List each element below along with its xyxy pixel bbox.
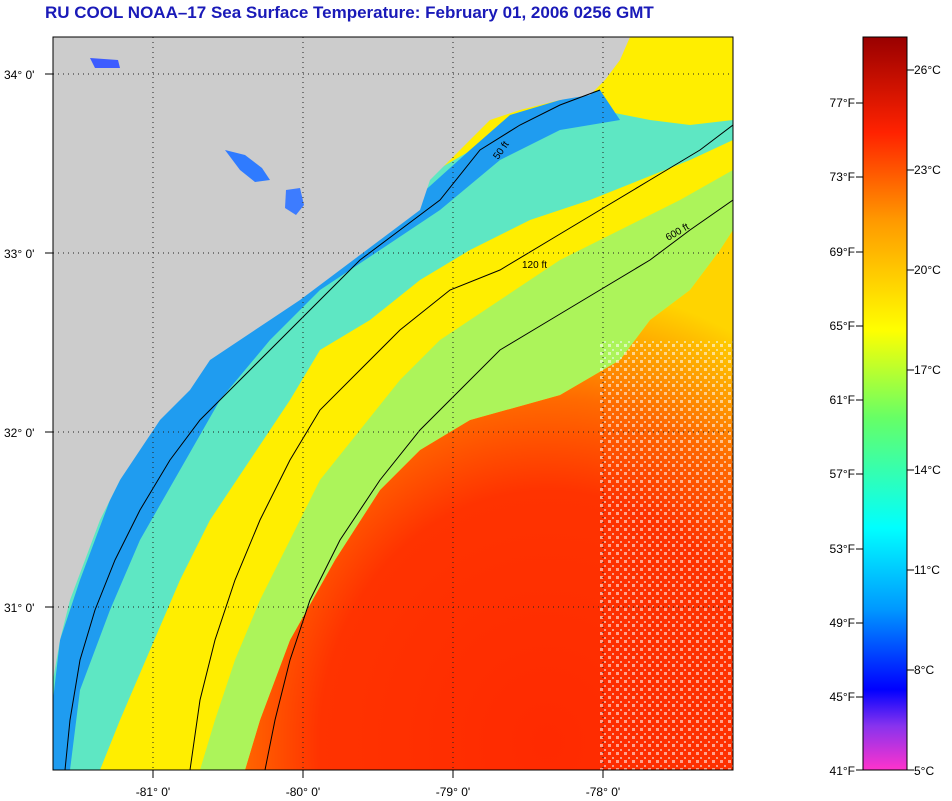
f-label-77: 77°F bbox=[830, 96, 855, 110]
land-mass bbox=[53, 37, 630, 680]
mid-shelf-green bbox=[200, 170, 733, 770]
lat-label-32: 32° 0' bbox=[4, 426, 34, 440]
latitude-labels: 34° 0' 33° 0' 32° 0' 31° 0' bbox=[4, 68, 34, 615]
lat-label-33: 33° 0' bbox=[4, 247, 34, 261]
lat-label-31: 31° 0' bbox=[4, 601, 34, 615]
lon-label-81: -81° 0' bbox=[136, 785, 170, 799]
inland-lake-2 bbox=[285, 188, 304, 215]
map-plot: 50 ft 120 ft 600 ft bbox=[53, 37, 733, 770]
f-label-57: 57°F bbox=[830, 467, 855, 481]
depth-contours bbox=[64, 89, 733, 770]
page-title: RU COOL NOAA–17 Sea Surface Temperature:… bbox=[45, 3, 654, 22]
map-ticks bbox=[45, 73, 604, 778]
f-label-49: 49°F bbox=[830, 616, 855, 630]
c-label-20: 20°C bbox=[914, 263, 941, 277]
graticule bbox=[53, 37, 733, 770]
contour-label-120ft: 120 ft bbox=[522, 260, 547, 271]
lat-label-34: 34° 0' bbox=[4, 68, 34, 82]
contour-600ft-line bbox=[264, 199, 733, 770]
f-label-45: 45°F bbox=[830, 690, 855, 704]
inland-lake-3 bbox=[90, 58, 120, 68]
longitude-labels: -81° 0' -80° 0' -79° 0' -78° 0' bbox=[136, 785, 620, 799]
c-label-8: 8°C bbox=[914, 663, 934, 677]
c-label-17: 17°C bbox=[914, 363, 941, 377]
celsius-labels: 26°C 23°C 20°C 17°C 14°C 11°C 8°C 5°C bbox=[914, 63, 941, 778]
f-label-53: 53°F bbox=[830, 542, 855, 556]
f-label-73: 73°F bbox=[830, 170, 855, 184]
c-label-14: 14°C bbox=[914, 463, 941, 477]
contour-120ft-line bbox=[189, 124, 733, 770]
c-label-26: 26°C bbox=[914, 63, 941, 77]
colorbar: 77°F 73°F 69°F 65°F 61°F 57°F 53°F 49°F … bbox=[830, 36, 941, 778]
map-frame bbox=[52, 36, 734, 771]
lon-label-79: -79° 0' bbox=[436, 785, 470, 799]
fahrenheit-labels: 77°F 73°F 69°F 65°F 61°F 57°F 53°F 49°F … bbox=[830, 96, 855, 778]
colorbar-ticks bbox=[856, 69, 914, 771]
f-label-41: 41°F bbox=[830, 764, 855, 778]
cloud-speckle-region bbox=[600, 340, 733, 770]
c-label-23: 23°C bbox=[914, 163, 941, 177]
contour-50ft-line bbox=[64, 89, 601, 770]
f-label-61: 61°F bbox=[830, 393, 855, 407]
colorbar-gradient bbox=[862, 36, 908, 771]
lon-label-80: -80° 0' bbox=[286, 785, 320, 799]
f-label-65: 65°F bbox=[830, 319, 855, 333]
lon-label-78: -78° 0' bbox=[586, 785, 620, 799]
f-label-69: 69°F bbox=[830, 245, 855, 259]
c-label-5: 5°C bbox=[914, 764, 934, 778]
inland-lake-1 bbox=[225, 150, 270, 182]
nearshore-cold-band bbox=[53, 90, 620, 770]
c-label-11: 11°C bbox=[914, 563, 940, 577]
